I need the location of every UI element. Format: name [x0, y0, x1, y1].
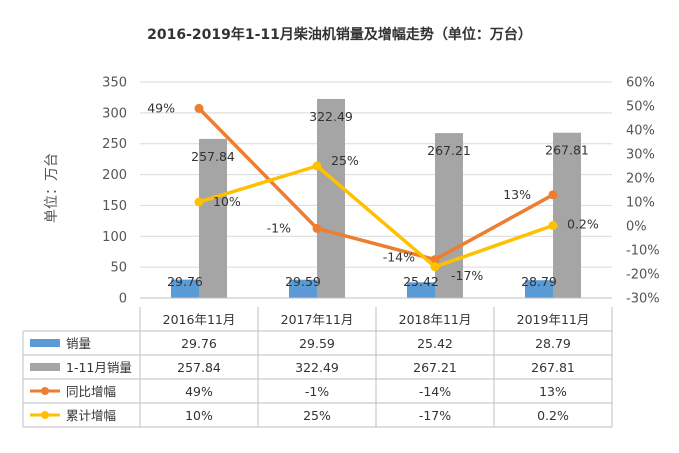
line-label: 10% [213, 194, 241, 209]
line-label: 49% [147, 100, 175, 115]
line-label: 0.2% [567, 217, 599, 232]
bar-label: 257.84 [191, 149, 235, 164]
x-category-label: 2018年11月 [399, 312, 472, 327]
y-tick-label: 0 [119, 292, 127, 307]
line-label: 13% [503, 187, 531, 202]
bar-label: 28.79 [521, 274, 557, 289]
line-point [548, 190, 558, 200]
series-line [197, 106, 555, 262]
table-cell: 257.84 [177, 360, 221, 375]
legend-label: 1-11月销量 [66, 360, 132, 375]
table-cell: 0.2% [537, 408, 569, 423]
y-tick-label: 50 [110, 261, 127, 276]
line-point [548, 221, 558, 231]
x-category-label: 2017年11月 [281, 312, 354, 327]
x-category-label: 2019年11月 [517, 312, 590, 327]
y-tick-label: 150 [102, 199, 127, 214]
bar-label: 267.21 [427, 143, 471, 158]
table-cell: -14% [419, 384, 451, 399]
bar-label: 267.81 [545, 143, 589, 158]
legend-swatch [30, 363, 60, 371]
table-cell: 267.21 [413, 360, 457, 375]
table-cell: 29.76 [181, 336, 217, 351]
bar [171, 279, 199, 298]
line-point [312, 161, 322, 171]
y-axis-ticks: 0 50 100 150 200 250 300 350 [102, 76, 127, 307]
y2-tick-label: 10% [626, 196, 655, 211]
bar-label: 322.49 [309, 109, 353, 124]
lines [194, 103, 558, 272]
table-cell: 29.59 [299, 336, 335, 351]
table-cell: -17% [419, 408, 451, 423]
legend-label: 同比增幅 [66, 384, 116, 399]
bar [407, 282, 435, 298]
table-cell: 10% [185, 408, 213, 423]
bar [553, 132, 581, 298]
y2-tick-label: 0% [626, 220, 647, 235]
x-category-label: 2016年11月 [163, 312, 236, 327]
y2-tick-label: -10% [626, 244, 660, 259]
series-line [197, 164, 555, 269]
table-cell: 25.42 [417, 336, 453, 351]
table-cell: 28.79 [535, 336, 571, 351]
line-point [194, 197, 204, 207]
line-label: 25% [331, 153, 359, 168]
data-labels: 29.76 29.59 25.42 28.79 257.84 322.49 267.21 26… [147, 100, 599, 289]
y2-axis-ticks: -30% -20% -10% 0% 10% 20% 30% 40% 50% 60% [626, 76, 660, 307]
y2-tick-label: -20% [626, 268, 660, 283]
bar [525, 280, 553, 298]
y-tick-label: 200 [102, 168, 127, 183]
bar-label: 29.76 [167, 274, 203, 289]
line-label: -14% [383, 250, 415, 265]
table-cell: -1% [305, 384, 329, 399]
line-point [430, 262, 440, 272]
y-tick-label: 100 [102, 230, 127, 245]
y2-tick-label: 40% [626, 124, 655, 139]
bar-label: 25.42 [403, 274, 439, 289]
y-tick-label: 250 [102, 137, 127, 152]
y2-tick-label: 30% [626, 148, 655, 163]
legend-label: 销量 [66, 336, 91, 351]
table-cell: 25% [303, 408, 331, 423]
chart-title: 2016-2019年1-11月柴油机销量及增幅走势（单位：万台） [147, 26, 532, 43]
line-point [312, 223, 322, 233]
bar [317, 98, 345, 298]
y2-tick-label: -30% [626, 292, 660, 307]
table-cell: 49% [185, 384, 213, 399]
y2-tick-label: 60% [626, 76, 655, 91]
legend-swatch [41, 387, 49, 395]
table-cell: 13% [539, 384, 567, 399]
line-point [430, 255, 440, 265]
bar-label: 29.59 [285, 274, 321, 289]
legend-label: 累计增幅 [66, 408, 116, 423]
legend-swatch [41, 411, 49, 419]
y2-tick-label: 20% [626, 172, 655, 187]
bar [289, 279, 317, 298]
table-cell: 267.81 [531, 360, 575, 375]
legend-swatch [30, 339, 60, 347]
y-tick-label: 300 [102, 106, 127, 121]
table-cell: 322.49 [295, 360, 339, 375]
bars [171, 98, 581, 298]
line-label: -1% [267, 220, 291, 235]
bar [435, 133, 463, 298]
y-tick-label: 350 [102, 76, 127, 91]
line-point [194, 103, 204, 113]
line-label: -17% [451, 268, 483, 283]
bar [199, 138, 227, 298]
y-axis-label: 单位：万台 [44, 153, 60, 223]
y2-tick-label: 50% [626, 100, 655, 115]
